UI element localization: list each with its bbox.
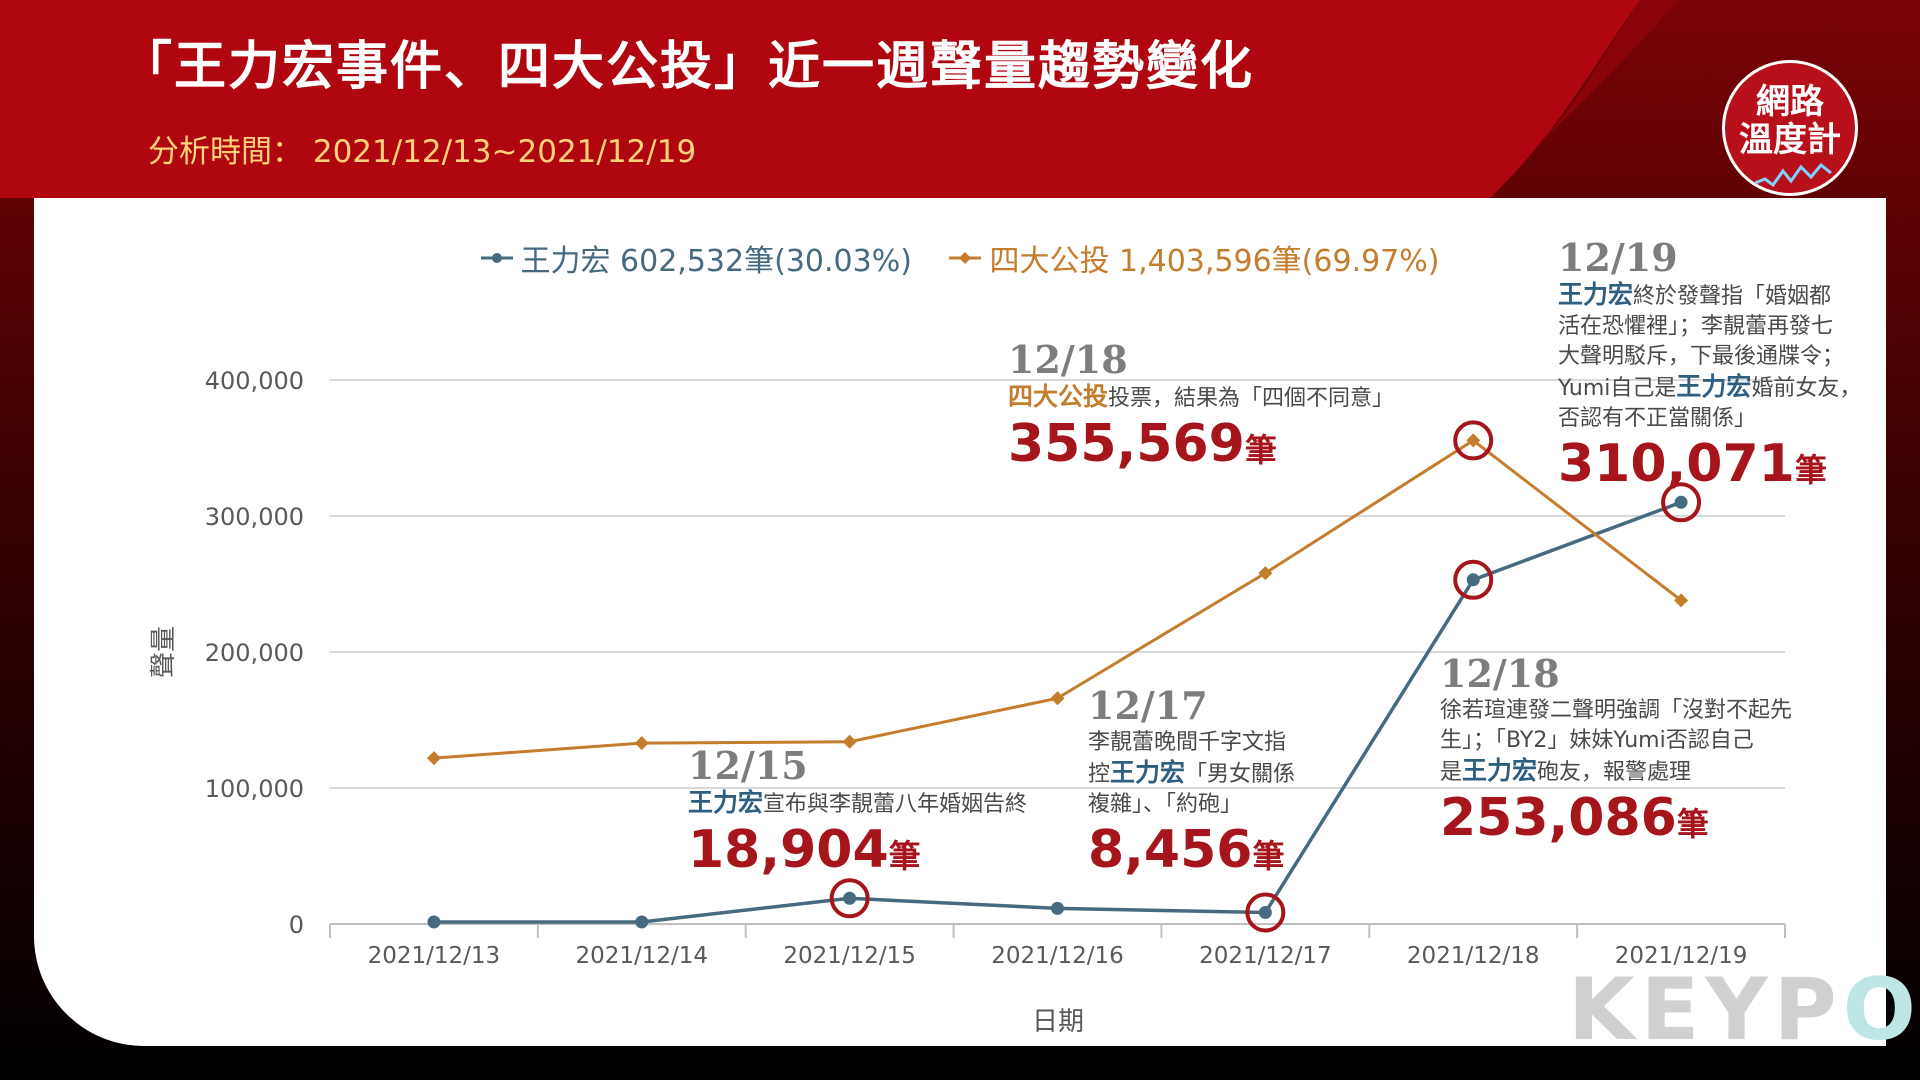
annotation-value: 8,456 — [1088, 820, 1253, 880]
highlight-rings — [829, 420, 1702, 933]
annotation-text: 是 — [1440, 760, 1463, 785]
x-tick-label: 2021/12/16 — [991, 943, 1124, 969]
data-point — [842, 734, 857, 749]
legend-marker-diamond-icon — [949, 252, 982, 264]
x-tick-label: 2021/12/15 — [783, 943, 916, 969]
legend-item-series-2: 四大公投 1,403,596筆(69.97%) — [949, 236, 1439, 280]
annotation-text: 生」；「BY2」妹妹Yumi否認自己 — [1440, 728, 1754, 753]
annotation-highlight-name: 王力宏 — [1462, 756, 1538, 785]
annotation-value: 18,904 — [688, 820, 889, 880]
highlight-ring — [829, 878, 870, 919]
annotation-text: 控 — [1088, 762, 1111, 787]
keypo-watermark: KEYPO — [1568, 960, 1920, 1060]
annotation-value: 253,086 — [1440, 788, 1677, 848]
annotation-12-15: 12/15 王力宏宣布與李靚蕾八年婚姻告終 18,904筆 — [688, 744, 1027, 886]
data-markers — [426, 433, 1689, 929]
annotation-text: 活在恐懼裡」；李靚蕾再發七 — [1558, 314, 1834, 339]
highlight-ring — [1453, 559, 1494, 600]
annotation-date: 12/15 — [688, 743, 808, 788]
data-point — [1466, 433, 1481, 448]
y-tick-label: 0 — [289, 911, 304, 939]
data-point — [1466, 573, 1480, 587]
annotation-12-17: 12/17 李靚蕾晚間千字文指 控王力宏「男女關係 複雜」、「約砲」 8,456… — [1088, 684, 1295, 886]
y-tick-label: 300,000 — [205, 503, 304, 531]
annotation-text: 徐若瑄連發二聲明強調「沒對不起先 — [1440, 698, 1793, 723]
annotation-text: 終於發聲指「婚姻都 — [1633, 284, 1832, 309]
annotation-text: 「男女關係 — [1185, 762, 1296, 787]
data-point — [843, 891, 857, 905]
data-point — [634, 736, 649, 751]
watermark-text-tail: O — [1842, 960, 1920, 1060]
x-tick-label: 2021/12/18 — [1407, 943, 1540, 969]
x-axis-title: 日期 — [1032, 1007, 1084, 1037]
annotation-12-19: 12/19 王力宏終於發聲指「婚姻都 活在恐懼裡」；李靚蕾再發七 大聲明駁斥，下… — [1558, 236, 1861, 500]
legend-label-series-1: 王力宏 602,532筆(30.03%) — [520, 244, 912, 279]
annotation-unit: 筆 — [1252, 837, 1285, 875]
x-tick-label: 2021/12/13 — [368, 943, 501, 969]
legend-marker-circle-icon — [480, 253, 513, 263]
y-tick-label: 400,000 — [205, 367, 304, 395]
badge-line-2: 溫度計 — [1739, 120, 1841, 160]
annotation-highlight-name: 王力宏 — [688, 788, 764, 817]
axes: 0 100,000 200,000 300,000 400,000 2021/12/13 2… — [149, 367, 1786, 1037]
annotation-12-18-wang: 12/18 徐若瑄連發二聲明強調「沒對不起先 生」；「BY2」妹妹Yumi否認自… — [1440, 652, 1792, 854]
chart-legend: 王力宏 602,532筆(30.03%) 四大公投 1,403,596筆(69.… — [0, 236, 1920, 280]
annotation-highlight-name: 四大公投 — [1008, 382, 1109, 411]
legend-item-series-1: 王力宏 602,532筆(30.03%) — [480, 236, 912, 280]
annotation-date: 12/17 — [1088, 683, 1208, 728]
data-point — [426, 751, 441, 766]
annotation-highlight-name: 王力宏 — [1558, 280, 1634, 309]
data-point — [427, 915, 441, 929]
data-point — [1051, 901, 1064, 915]
annotation-text: 李靚蕾晚間千字文指 — [1088, 730, 1287, 755]
data-point — [1674, 593, 1689, 608]
annotation-highlight-name: 王力宏 — [1676, 372, 1752, 401]
highlight-ring — [1453, 420, 1494, 461]
data-point — [1258, 905, 1272, 919]
y-tick-label: 100,000 — [205, 775, 304, 803]
watermark-text: KEYP — [1568, 960, 1843, 1060]
annotation-value: 355,569 — [1008, 414, 1245, 474]
data-point — [1674, 495, 1688, 509]
data-point — [635, 915, 649, 929]
analysis-period: 分析時間： 2021/12/13~2021/12/19 — [148, 134, 697, 170]
annotation-date: 12/18 — [1008, 337, 1128, 382]
legend-label-series-2: 四大公投 1,403,596筆(69.97%) — [989, 244, 1440, 279]
brand-badge: 網路 溫度計 — [1722, 60, 1858, 196]
x-tick-label: 2021/12/19 — [1615, 943, 1748, 969]
header-banner — [0, 0, 1680, 198]
annotation-text: 否認有不正當關係」 — [1558, 406, 1757, 431]
x-tick-label: 2021/12/17 — [1199, 943, 1332, 969]
y-axis-title: 聲量 — [149, 626, 179, 678]
y-tick-label: 200,000 — [205, 639, 304, 667]
annotation-unit: 筆 — [1794, 451, 1827, 489]
annotation-highlight-name: 王力宏 — [1110, 758, 1186, 787]
pulse-icon — [1755, 163, 1832, 188]
annotation-text: Yumi自己是 — [1558, 376, 1677, 401]
highlight-ring — [1245, 892, 1286, 933]
annotation-text: 複雜」、「約砲」 — [1088, 792, 1243, 817]
annotation-text: 砲友，報警處理 — [1537, 760, 1692, 785]
badge-line-1: 網路 — [1756, 82, 1824, 122]
annotation-unit: 筆 — [888, 837, 921, 875]
annotation-unit: 筆 — [1676, 805, 1709, 843]
annotation-date: 12/19 — [1558, 235, 1678, 280]
data-point — [1050, 691, 1065, 706]
gridlines — [330, 379, 1785, 789]
annotation-unit: 筆 — [1244, 431, 1277, 469]
annotation-text: 婚前女友， — [1751, 376, 1862, 401]
highlight-ring — [1661, 482, 1702, 523]
annotation-value: 310,071 — [1558, 434, 1795, 494]
annotation-text: 大聲明駁斥，下最後通牒令； — [1558, 344, 1845, 369]
chart-title: 「王力宏事件、四大公投」近一週聲量趨勢變化 — [120, 37, 1255, 97]
x-tick-label: 2021/12/14 — [575, 943, 708, 969]
annotation-12-18-referendum: 12/18 四大公投投票，結果為「四個不同意」 355,569筆 — [1008, 338, 1394, 480]
data-point — [1258, 566, 1273, 581]
annotation-text: 投票，結果為「四個不同意」 — [1108, 386, 1395, 411]
annotation-text: 宣布與李靚蕾八年婚姻告終 — [763, 792, 1028, 817]
annotation-date: 12/18 — [1440, 651, 1560, 696]
